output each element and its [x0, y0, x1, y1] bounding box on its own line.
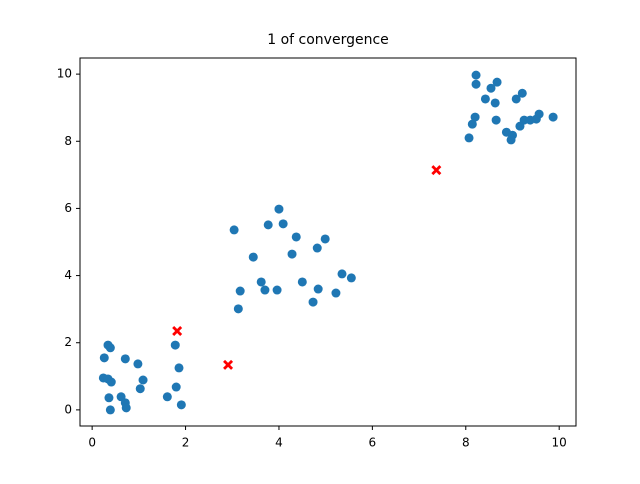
data-point [260, 285, 270, 295]
data-point [138, 375, 148, 385]
y-tick-label: 4 [64, 268, 72, 282]
data-point [162, 392, 172, 402]
centroid-marker [172, 325, 183, 336]
data-point [467, 119, 477, 129]
data-point [492, 77, 502, 87]
x-tick-label: 2 [182, 436, 190, 450]
y-tick-label: 0 [64, 402, 72, 416]
data-point [346, 273, 356, 283]
data-point [506, 135, 516, 145]
data-point [248, 252, 258, 262]
data-point [486, 83, 496, 93]
data-point [272, 285, 282, 295]
data-point [235, 286, 245, 296]
data-point [480, 94, 490, 104]
data-point [256, 277, 266, 287]
data-point [308, 297, 318, 307]
data-point [171, 382, 181, 392]
data-point [320, 234, 330, 244]
data-point [133, 359, 143, 369]
data-point [105, 343, 115, 353]
data-point [548, 112, 558, 122]
data-point [464, 133, 474, 143]
data-point [491, 115, 501, 125]
data-point [229, 225, 239, 235]
data-point [312, 243, 322, 253]
data-point [511, 94, 521, 104]
data-point [99, 353, 109, 363]
data-point [470, 112, 480, 122]
y-tick-label: 8 [64, 134, 72, 148]
data-point [331, 288, 341, 298]
centroid-marker [223, 359, 234, 370]
data-point [105, 405, 115, 415]
data-point [174, 363, 184, 373]
data-point [517, 88, 527, 98]
x-tick-label: 10 [552, 436, 567, 450]
data-point [297, 277, 307, 287]
data-point [104, 393, 114, 403]
data-point [287, 249, 297, 259]
data-point [313, 284, 323, 294]
x-tick-label: 4 [275, 436, 283, 450]
data-point [471, 70, 481, 80]
data-point [531, 114, 541, 124]
data-point [121, 403, 131, 413]
data-point [176, 400, 186, 410]
data-point [274, 204, 284, 214]
data-point [471, 79, 481, 89]
data-point [490, 98, 500, 108]
y-tick-label: 10 [57, 67, 72, 81]
data-point [170, 340, 180, 350]
data-point [515, 121, 525, 131]
data-point [120, 354, 130, 364]
y-tick-label: 2 [64, 335, 72, 349]
x-tick-label: 8 [462, 436, 470, 450]
chart-title: 1 of convergence [267, 32, 389, 48]
data-point [291, 232, 301, 242]
data-point [233, 304, 243, 314]
data-point [278, 219, 288, 229]
data-point [106, 377, 116, 387]
data-point [135, 384, 145, 394]
centroid-marker [431, 165, 442, 176]
data-point [337, 269, 347, 279]
axes-frame [79, 57, 577, 427]
data-point [263, 220, 273, 230]
x-tick-label: 0 [88, 436, 96, 450]
y-tick-label: 6 [64, 201, 72, 215]
x-tick-label: 6 [369, 436, 377, 450]
